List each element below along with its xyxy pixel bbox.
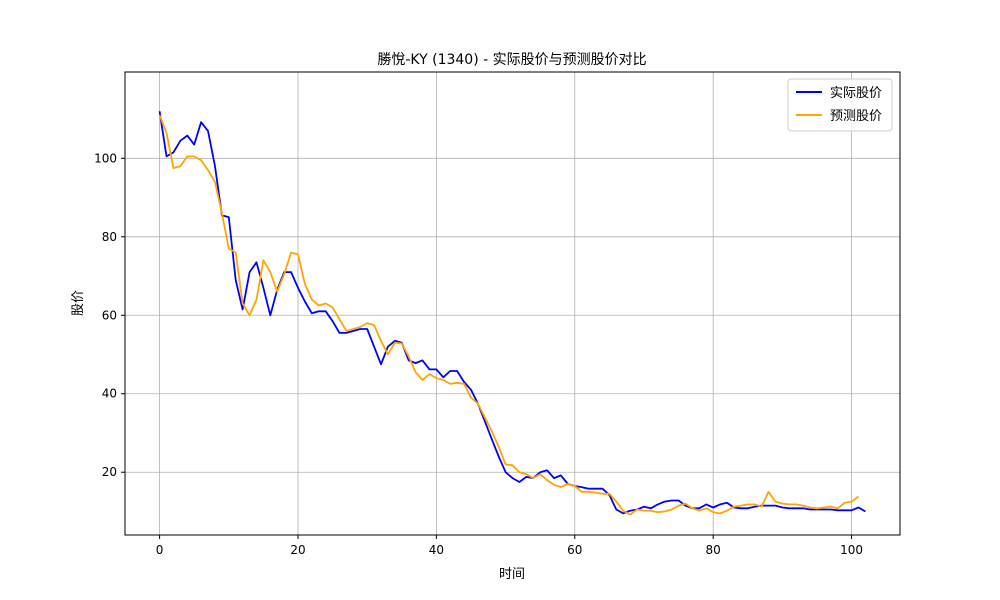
x-tick-label: 60 (567, 543, 582, 557)
chart-title: 勝悅-KY (1340) - 实际股价与预测股价对比 (377, 52, 646, 68)
y-tick-label: 20 (102, 465, 117, 479)
legend-label-actual: 实际股价 (830, 86, 882, 101)
x-tick-label: 80 (706, 543, 721, 557)
plot-frame (124, 71, 901, 536)
legend-label-predicted: 预测股价 (830, 109, 882, 124)
x-tick-label: 0 (156, 543, 164, 557)
axis-ticks: 0 20 40 60 80 100 20 40 60 80 100 (94, 151, 863, 557)
series-line-predicted (158, 114, 860, 516)
x-tick-label: 40 (429, 543, 444, 557)
legend: 实际股价 预测股价 (787, 78, 893, 132)
y-tick-label: 60 (102, 308, 117, 322)
x-tick-label: 100 (840, 543, 863, 557)
grid (125, 72, 900, 535)
y-axis-label: 股价 (71, 290, 86, 316)
x-axis-label: 时间 (499, 567, 525, 582)
series-layer (158, 111, 866, 516)
x-tick-label: 20 (290, 543, 305, 557)
y-tick-label: 40 (102, 387, 117, 401)
y-tick-label: 80 (102, 230, 117, 244)
y-tick-label: 100 (94, 151, 117, 165)
